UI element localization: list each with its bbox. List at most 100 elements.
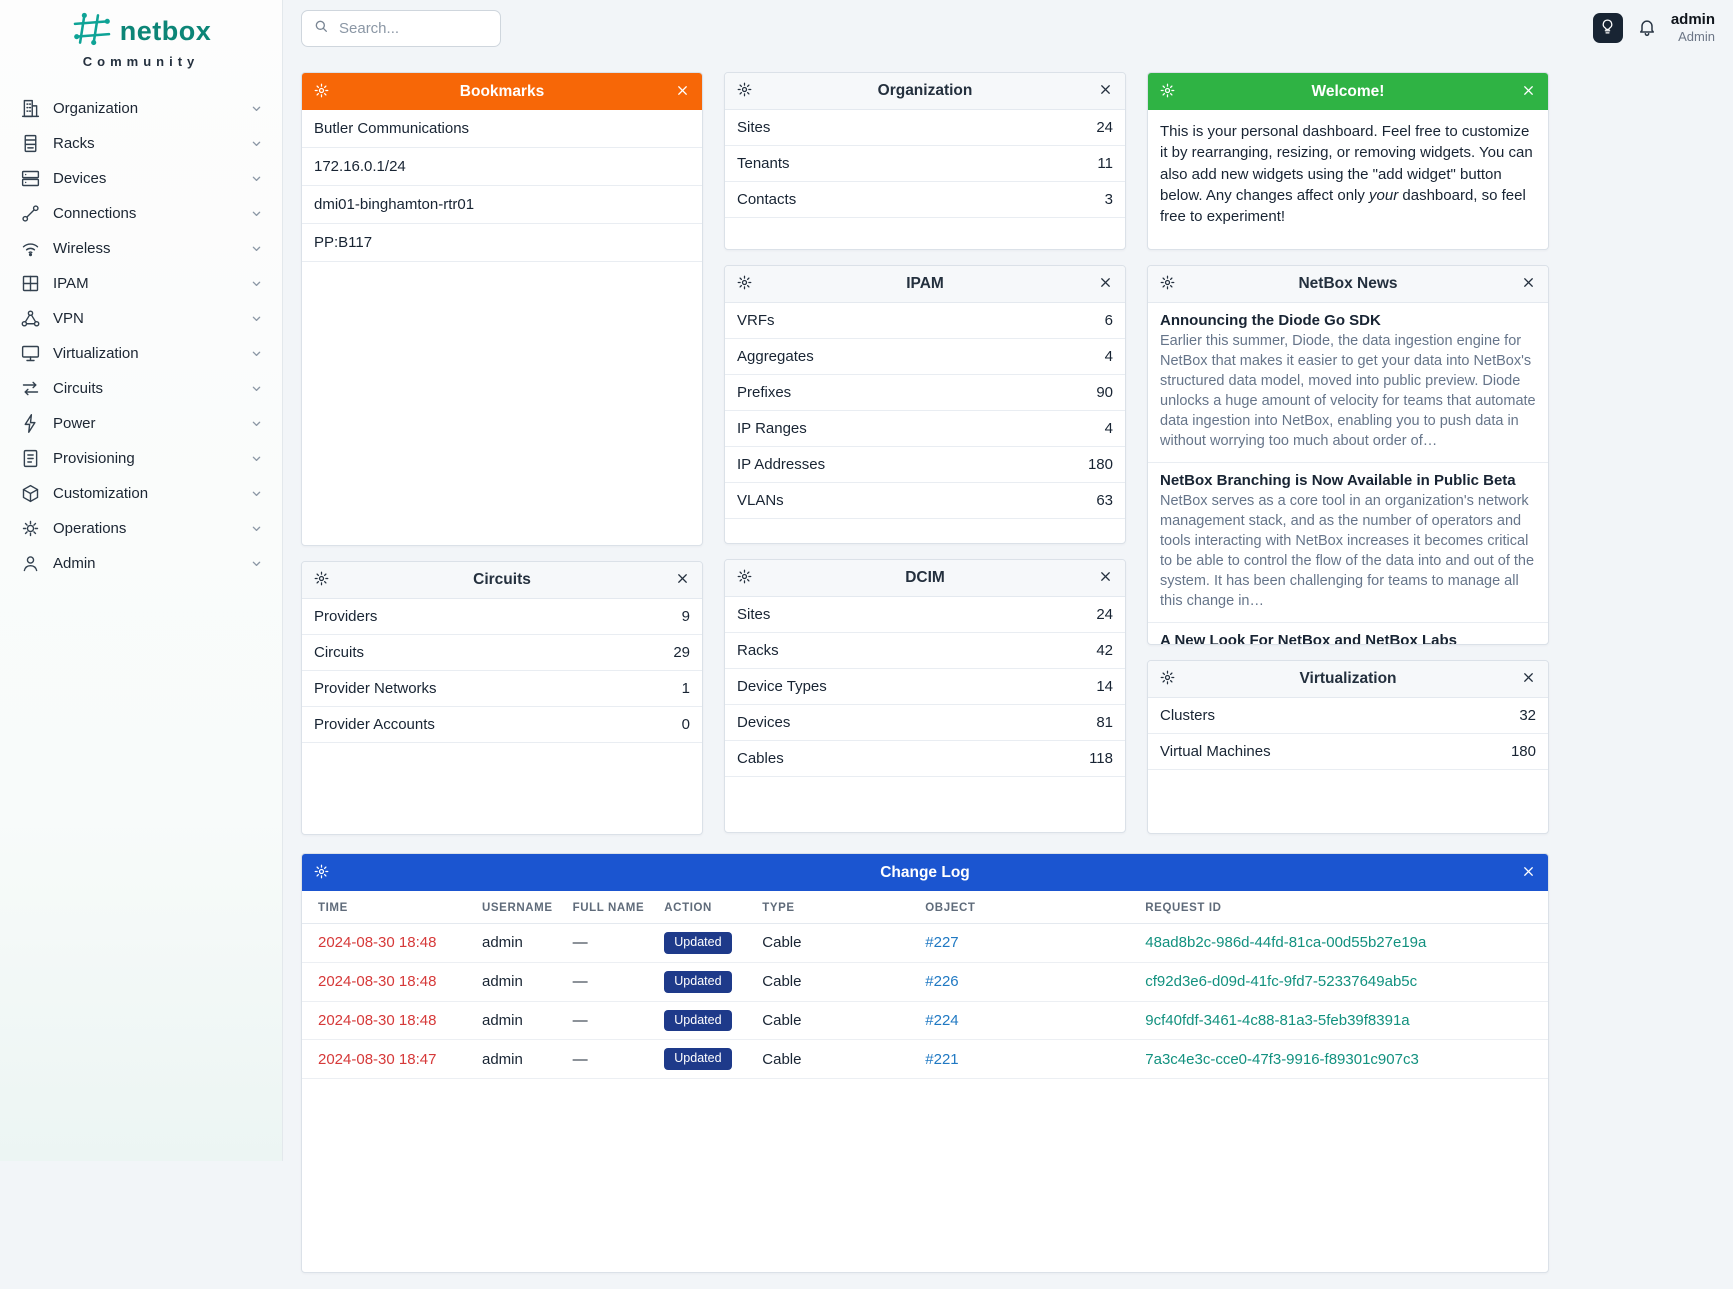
- widget-config-button[interactable]: [312, 862, 331, 884]
- widget-config-button[interactable]: [1158, 668, 1177, 690]
- changelog-object-link[interactable]: #226: [925, 973, 959, 991]
- stat-label[interactable]: Sites: [737, 119, 771, 136]
- widget-config-button[interactable]: [1158, 81, 1177, 103]
- stat-label[interactable]: Sites: [737, 606, 771, 623]
- stat-value: 180: [1087, 456, 1113, 473]
- brand[interactable]: netbox Community: [0, 0, 282, 73]
- changelog-username: admin: [472, 923, 563, 963]
- stat-label[interactable]: Providers: [314, 608, 378, 625]
- stat-label[interactable]: VLANs: [737, 492, 784, 509]
- user-role: Admin: [1678, 29, 1715, 45]
- changelog-request-id-link[interactable]: 48ad8b2c-986d-44fd-81ca-00d55b27e19a: [1145, 934, 1427, 952]
- bookmark-item[interactable]: 172.16.0.1/24: [302, 148, 702, 186]
- bookmark-item[interactable]: dmi01-binghamton-rtr01: [302, 186, 702, 224]
- widget-close-button[interactable]: [1519, 273, 1538, 295]
- virtualization-header: Virtualization: [1148, 661, 1548, 698]
- bookmark-item[interactable]: PP:B117: [302, 224, 702, 262]
- news-article-title[interactable]: A New Look For NetBox and NetBox Labs: [1160, 632, 1457, 644]
- sidebar-item-operations[interactable]: Operations: [0, 511, 282, 546]
- user-menu[interactable]: admin Admin: [1671, 11, 1715, 45]
- notifications-button[interactable]: [1635, 15, 1659, 42]
- sidebar-item-customization[interactable]: Customization: [0, 476, 282, 511]
- sidebar-item-devices[interactable]: Devices: [0, 161, 282, 196]
- stat-label[interactable]: Tenants: [737, 155, 790, 172]
- changelog-time-link[interactable]: 2024-08-30 18:48: [318, 1011, 437, 1029]
- widget-close-button[interactable]: [1096, 567, 1115, 589]
- widget-config-button[interactable]: [735, 567, 754, 589]
- widget-title: NetBox News: [1298, 275, 1398, 292]
- stat-label[interactable]: Aggregates: [737, 348, 814, 365]
- changelog-object-link[interactable]: #224: [925, 1011, 959, 1029]
- changelog-request-id-link[interactable]: 9cf40fdf-3461-4c88-81a3-5feb39f8391a: [1145, 1011, 1410, 1029]
- sidebar-item-provisioning[interactable]: Provisioning: [0, 441, 282, 476]
- changelog-request-id-link[interactable]: cf92d3e6-d09d-41fc-9fd7-52337649ab5c: [1145, 973, 1418, 991]
- search-box[interactable]: [301, 9, 501, 47]
- widget-close-button[interactable]: [673, 569, 692, 591]
- stat-label[interactable]: Contacts: [737, 191, 797, 208]
- changelog-object-link[interactable]: #227: [925, 934, 959, 952]
- stat-row: IP Addresses 180: [725, 447, 1125, 483]
- stat-label[interactable]: Device Types: [737, 678, 827, 695]
- stat-label[interactable]: Clusters: [1160, 707, 1216, 724]
- widget-config-button[interactable]: [1158, 273, 1177, 295]
- search-input[interactable]: [337, 18, 489, 38]
- changelog-time-link[interactable]: 2024-08-30 18:48: [318, 973, 437, 991]
- stat-label[interactable]: Provider Networks: [314, 680, 437, 697]
- stat-label[interactable]: IP Addresses: [737, 456, 826, 473]
- sidebar-item-connections[interactable]: Connections: [0, 196, 282, 231]
- news-article-title[interactable]: NetBox Branching is Now Available in Pub…: [1160, 472, 1516, 489]
- changelog-time-link[interactable]: 2024-08-30 18:48: [318, 934, 437, 952]
- widget-netbox-news: NetBox News Announcing the Diode Go SDK …: [1147, 265, 1549, 645]
- ipam-header: IPAM: [725, 266, 1125, 303]
- stat-label[interactable]: Prefixes: [737, 384, 792, 401]
- stat-label[interactable]: Circuits: [314, 644, 365, 661]
- stat-row: Clusters 32: [1148, 698, 1548, 734]
- changelog-type: Cable: [752, 923, 916, 963]
- changelog-time-link[interactable]: 2024-08-30 18:47: [318, 1050, 437, 1068]
- widget-close-button[interactable]: [1519, 81, 1538, 103]
- sidebar-item-ipam[interactable]: IPAM: [0, 266, 282, 301]
- widget-close-button[interactable]: [1096, 80, 1115, 102]
- stat-row: VLANs 63: [725, 483, 1125, 519]
- theme-toggle-button[interactable]: [1592, 13, 1623, 43]
- news-article-title[interactable]: Announcing the Diode Go SDK: [1160, 312, 1381, 329]
- widget-ipam: IPAM VRFs 6 Aggregates 4 Prefixes 90 IP Ran…: [724, 265, 1126, 544]
- widget-welcome: Welcome! This is your personal dashboard…: [1147, 72, 1549, 250]
- sidebar: netbox Community Organization Racks Devi…: [0, 0, 283, 1161]
- sidebar-item-power[interactable]: Power: [0, 406, 282, 441]
- stat-value: 24: [1096, 119, 1113, 136]
- stat-label[interactable]: Virtual Machines: [1160, 743, 1271, 760]
- widget-config-button[interactable]: [735, 273, 754, 295]
- widget-config-button[interactable]: [312, 569, 331, 591]
- stat-label[interactable]: Racks: [737, 642, 779, 659]
- changelog-full-name: —: [562, 1039, 655, 1079]
- widget-config-button[interactable]: [735, 80, 754, 102]
- stat-label[interactable]: IP Ranges: [737, 420, 807, 437]
- widget-close-button[interactable]: [1519, 668, 1538, 690]
- stat-row: Devices 81: [725, 705, 1125, 741]
- sidebar-item-circuits[interactable]: Circuits: [0, 371, 282, 406]
- close-icon: [1521, 275, 1536, 293]
- chevron-down-icon: [249, 101, 264, 116]
- changelog-request-id-link[interactable]: 7a3c4e3c-cce0-47f3-9916-f89301c907c3: [1145, 1050, 1419, 1068]
- widget-circuits: Circuits Providers 9 Circuits 29 Provider …: [301, 561, 703, 835]
- sidebar-item-racks[interactable]: Racks: [0, 126, 282, 161]
- sidebar-item-virtualization[interactable]: Virtualization: [0, 336, 282, 371]
- changelog-object-link[interactable]: #221: [925, 1050, 959, 1068]
- stat-label[interactable]: Devices: [737, 714, 791, 731]
- stat-label[interactable]: Cables: [737, 750, 784, 767]
- stat-label[interactable]: Provider Accounts: [314, 716, 435, 733]
- sidebar-item-organization[interactable]: Organization: [0, 91, 282, 126]
- widget-close-button[interactable]: [1096, 273, 1115, 295]
- bookmark-item[interactable]: Butler Communications: [302, 110, 702, 148]
- sidebar-item-vpn[interactable]: VPN: [0, 301, 282, 336]
- close-icon: [1098, 82, 1113, 100]
- stat-value: 24: [1096, 606, 1113, 623]
- sidebar-item-wireless[interactable]: Wireless: [0, 231, 282, 266]
- lightbulb-icon: [1599, 18, 1616, 38]
- widget-close-button[interactable]: [673, 81, 692, 103]
- sidebar-item-admin[interactable]: Admin: [0, 546, 282, 581]
- widget-close-button[interactable]: [1519, 862, 1538, 884]
- stat-label[interactable]: VRFs: [737, 312, 775, 329]
- widget-config-button[interactable]: [312, 81, 331, 103]
